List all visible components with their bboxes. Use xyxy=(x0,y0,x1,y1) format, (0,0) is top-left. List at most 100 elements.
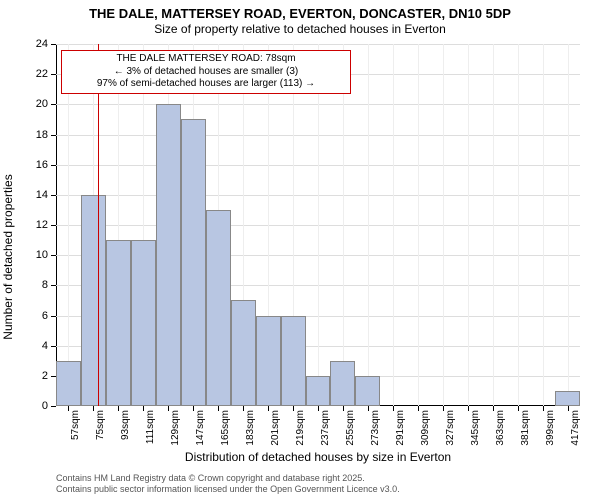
y-tick xyxy=(51,165,56,166)
chart-subtitle: Size of property relative to detached ho… xyxy=(0,21,600,36)
y-tick xyxy=(51,255,56,256)
y-tick-label: 14 xyxy=(36,189,48,201)
x-tick xyxy=(368,406,369,411)
annotation-box: THE DALE MATTERSEY ROAD: 78sqm← 3% of de… xyxy=(61,50,351,94)
histogram-bar xyxy=(181,119,206,406)
x-tick xyxy=(318,406,319,411)
x-tick-label: 147sqm xyxy=(195,410,206,446)
footer-credits: Contains HM Land Registry data © Crown c… xyxy=(56,473,400,496)
x-tick-label: 237sqm xyxy=(320,410,331,446)
histogram-bar xyxy=(256,316,281,407)
x-tick-label: 75sqm xyxy=(95,410,106,440)
y-tick xyxy=(51,406,56,407)
grid-line-v xyxy=(468,44,469,406)
histogram-bar xyxy=(555,391,580,406)
x-tick-label: 129sqm xyxy=(170,410,181,446)
x-tick xyxy=(568,406,569,411)
x-tick-label: 183sqm xyxy=(245,410,256,446)
grid-line-v xyxy=(343,44,344,406)
footer-line-1: Contains HM Land Registry data © Crown c… xyxy=(56,473,400,485)
x-tick xyxy=(443,406,444,411)
histogram-bar xyxy=(156,104,181,406)
y-tick xyxy=(51,225,56,226)
chart-container: THE DALE, MATTERSEY ROAD, EVERTON, DONCA… xyxy=(0,0,600,500)
x-tick-label: 57sqm xyxy=(70,410,81,440)
y-tick-label: 22 xyxy=(36,68,48,80)
marker-line xyxy=(98,44,100,406)
x-tick xyxy=(418,406,419,411)
y-tick xyxy=(51,44,56,45)
x-tick-label: 201sqm xyxy=(270,410,281,446)
y-axis-label: Number of detached properties xyxy=(1,92,15,257)
x-tick xyxy=(468,406,469,411)
y-tick-label: 20 xyxy=(36,98,48,110)
x-tick-label: 345sqm xyxy=(470,410,481,446)
y-tick-label: 24 xyxy=(36,38,48,50)
histogram-bar xyxy=(355,376,380,406)
x-tick xyxy=(518,406,519,411)
x-tick-label: 111sqm xyxy=(145,410,156,444)
plot-area: 02468101214161820222457sqm75sqm93sqm111s… xyxy=(56,44,580,406)
x-tick-label: 291sqm xyxy=(395,410,406,446)
histogram-bar xyxy=(330,361,355,406)
x-tick-label: 417sqm xyxy=(570,410,581,446)
x-tick-label: 381sqm xyxy=(520,410,531,446)
histogram-bar xyxy=(131,240,156,406)
annotation-line: 97% of semi-detached houses are larger (… xyxy=(66,78,346,91)
grid-line-v xyxy=(518,44,519,406)
histogram-bar xyxy=(81,195,106,406)
y-tick-label: 10 xyxy=(36,249,48,261)
y-tick xyxy=(51,195,56,196)
y-tick xyxy=(51,346,56,347)
x-tick-label: 399sqm xyxy=(545,410,556,446)
y-tick xyxy=(51,74,56,75)
x-tick xyxy=(268,406,269,411)
x-tick-label: 309sqm xyxy=(420,410,431,446)
grid-line-v xyxy=(543,44,544,406)
x-tick-label: 363sqm xyxy=(495,410,506,446)
grid-line-v xyxy=(318,44,319,406)
histogram-bar xyxy=(281,316,306,407)
annotation-line: THE DALE MATTERSEY ROAD: 78sqm xyxy=(66,53,346,66)
histogram-bar xyxy=(306,376,331,406)
y-tick-label: 6 xyxy=(42,310,48,322)
x-tick xyxy=(343,406,344,411)
y-tick-label: 0 xyxy=(42,400,48,412)
x-tick-label: 255sqm xyxy=(345,410,356,446)
y-tick-label: 8 xyxy=(42,279,48,291)
grid-line-v xyxy=(443,44,444,406)
grid-line-v xyxy=(418,44,419,406)
y-tick xyxy=(51,316,56,317)
x-tick-label: 327sqm xyxy=(445,410,456,446)
x-tick xyxy=(243,406,244,411)
histogram-bar xyxy=(106,240,131,406)
grid-line-v xyxy=(393,44,394,406)
x-tick-label: 273sqm xyxy=(370,410,381,446)
x-tick xyxy=(493,406,494,411)
y-tick-label: 16 xyxy=(36,159,48,171)
annotation-line: ← 3% of detached houses are smaller (3) xyxy=(66,66,346,79)
y-tick-label: 2 xyxy=(42,370,48,382)
y-tick-label: 12 xyxy=(36,219,48,231)
y-tick-label: 18 xyxy=(36,129,48,141)
histogram-bar xyxy=(56,361,81,406)
x-tick-label: 219sqm xyxy=(295,410,306,446)
y-tick xyxy=(51,135,56,136)
grid-line-v xyxy=(568,44,569,406)
x-tick-label: 165sqm xyxy=(220,410,231,446)
chart-title: THE DALE, MATTERSEY ROAD, EVERTON, DONCA… xyxy=(0,0,600,21)
x-tick xyxy=(393,406,394,411)
footer-line-2: Contains public sector information licen… xyxy=(56,484,400,496)
x-tick xyxy=(293,406,294,411)
y-tick xyxy=(51,285,56,286)
grid-line-v xyxy=(68,44,69,406)
x-tick xyxy=(543,406,544,411)
y-tick-label: 4 xyxy=(42,340,48,352)
histogram-bar xyxy=(231,300,256,406)
histogram-bar xyxy=(206,210,231,406)
x-tick-label: 93sqm xyxy=(120,410,131,440)
grid-line-v xyxy=(368,44,369,406)
x-axis-label: Distribution of detached houses by size … xyxy=(56,450,580,464)
grid-line-v xyxy=(493,44,494,406)
y-tick xyxy=(51,104,56,105)
